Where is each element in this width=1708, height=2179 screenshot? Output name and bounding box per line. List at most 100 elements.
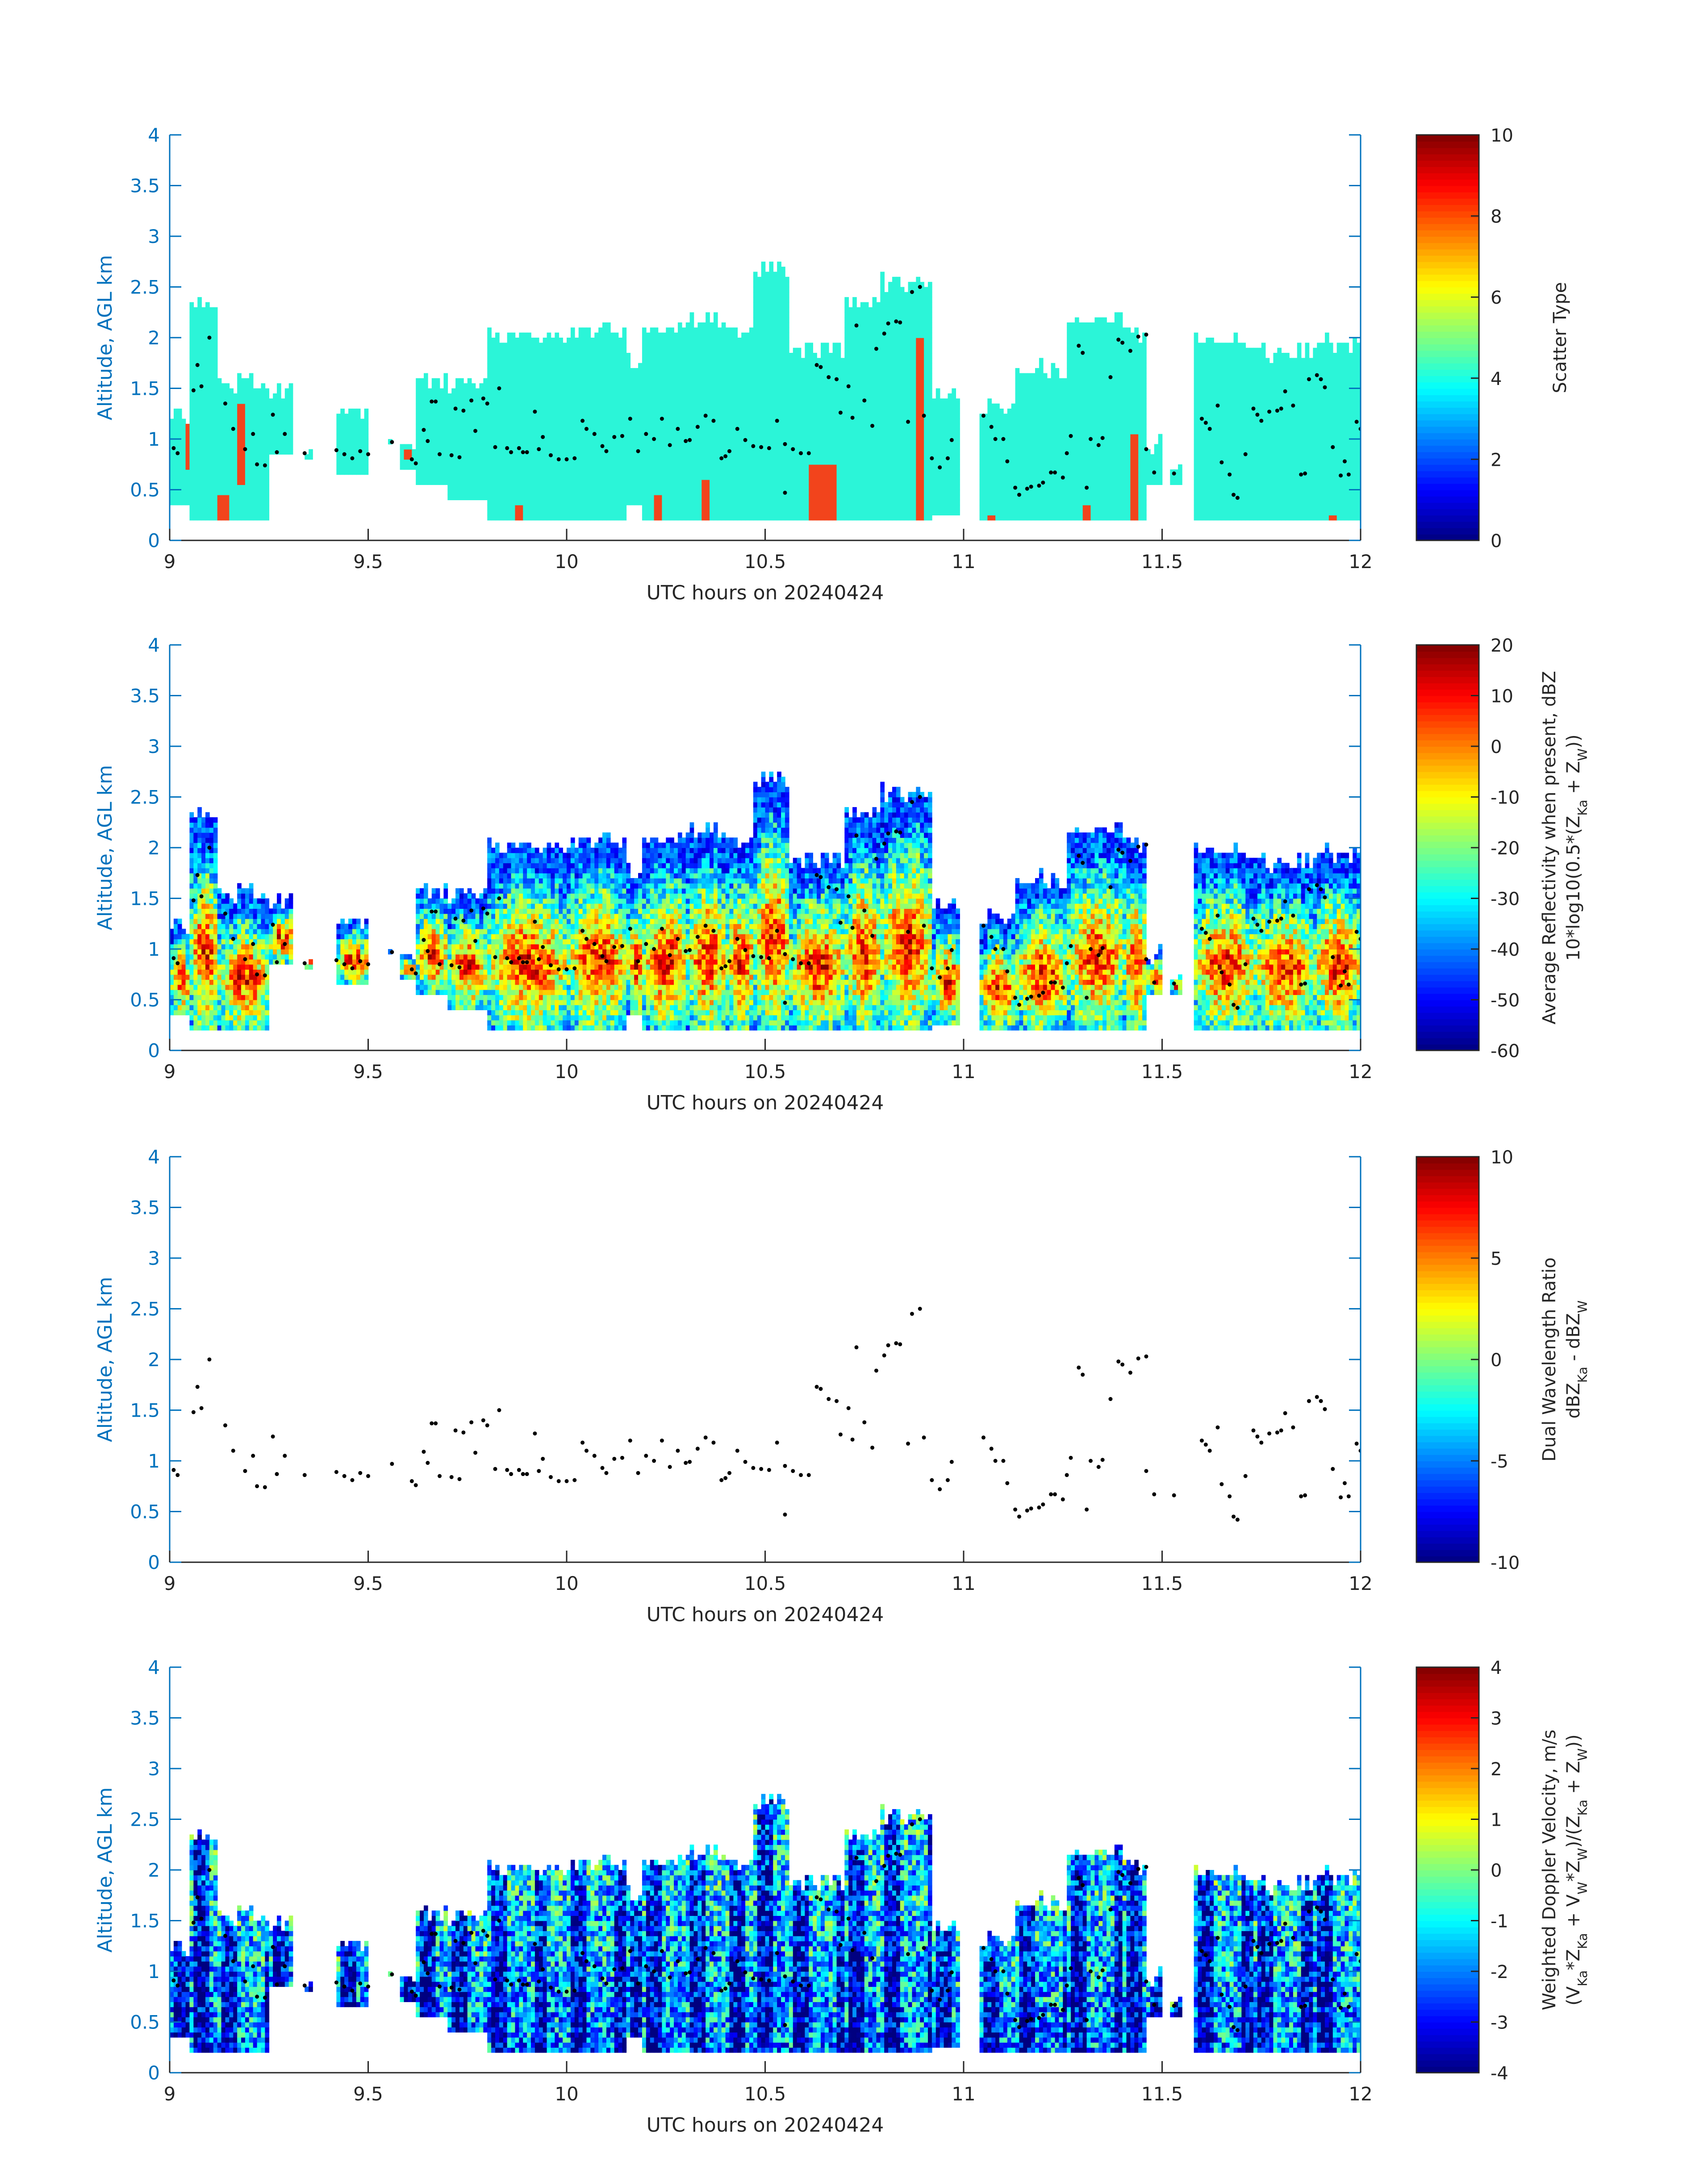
heatmap-cell xyxy=(487,373,492,378)
heatmap-cell xyxy=(189,307,194,313)
heatmap-cell xyxy=(630,474,635,480)
heatmap-cell xyxy=(186,434,190,439)
heatmap-cell xyxy=(527,378,531,384)
heatmap-cell xyxy=(447,404,452,409)
heatmap-cell xyxy=(749,424,754,429)
heatmap-cell xyxy=(749,333,754,338)
heatmap-cell xyxy=(626,459,631,464)
heatmap-cell xyxy=(844,469,849,475)
heatmap-cell xyxy=(468,434,472,439)
heatmap-cell xyxy=(805,404,809,409)
heatmap-cell xyxy=(511,510,516,515)
heatmap-cell xyxy=(726,439,730,444)
heatmap-cell xyxy=(753,419,758,424)
heatmap-cell xyxy=(749,348,754,353)
heatmap-cell xyxy=(773,495,777,500)
heatmap-cell xyxy=(864,409,869,414)
heatmap-cell xyxy=(539,464,543,470)
heatmap-cell xyxy=(225,389,230,394)
heatmap-cell xyxy=(472,444,476,449)
heatmap-cell xyxy=(710,383,714,389)
heatmap-cell xyxy=(642,409,647,414)
heatmap-cell xyxy=(586,419,591,424)
heatmap-cell xyxy=(757,419,762,424)
heatmap-cell xyxy=(571,515,575,520)
heatmap-cell xyxy=(598,373,603,378)
heatmap-cell xyxy=(614,424,619,429)
heatmap-cell xyxy=(864,353,869,358)
heatmap-cell xyxy=(594,464,599,470)
heatmap-cell xyxy=(447,495,452,500)
heatmap-cell xyxy=(829,515,833,520)
heatmap-cell xyxy=(610,358,615,363)
heatmap-cell xyxy=(765,495,770,500)
heatmap-cell xyxy=(515,378,519,384)
heatmap-cell xyxy=(769,398,773,404)
heatmap-cell xyxy=(213,439,218,444)
heatmap-cell xyxy=(848,343,853,348)
heatmap-cell xyxy=(642,343,647,348)
heatmap-cell xyxy=(777,490,781,495)
heatmap-cell xyxy=(837,383,841,389)
heatmap-cell xyxy=(519,398,523,404)
heatmap-cell xyxy=(753,292,758,297)
heatmap-cell xyxy=(583,398,587,404)
heatmap-cell xyxy=(404,464,409,470)
heatmap-cell xyxy=(697,505,702,510)
heatmap-cell xyxy=(447,398,452,404)
heatmap-cell xyxy=(785,338,789,343)
heatmap-cell xyxy=(773,307,777,313)
heatmap-cell xyxy=(666,358,670,363)
heatmap-cell xyxy=(539,495,543,500)
heatmap-cell xyxy=(706,434,710,439)
heatmap-cell xyxy=(547,383,551,389)
heatmap-cell xyxy=(622,338,626,343)
heatmap-cell xyxy=(693,348,698,353)
heatmap-cell xyxy=(702,363,706,368)
heatmap-cell xyxy=(801,464,806,470)
heatmap-cell xyxy=(265,414,269,419)
heatmap-cell xyxy=(809,439,813,444)
heatmap-cell xyxy=(726,485,730,490)
heatmap-cell xyxy=(821,378,825,384)
heatmap-cell xyxy=(213,378,218,384)
heatmap-cell xyxy=(364,409,369,414)
heatmap-cell xyxy=(761,464,766,470)
heatmap-cell xyxy=(602,414,607,419)
heatmap-cell xyxy=(781,373,785,378)
heatmap-cell xyxy=(801,485,806,490)
heatmap-cell xyxy=(813,378,817,384)
heatmap-cell xyxy=(769,434,773,439)
heatmap-cell xyxy=(193,449,198,455)
heatmap-cell xyxy=(852,500,857,505)
heatmap-cell xyxy=(678,373,682,378)
heatmap-cell xyxy=(237,459,242,464)
heatmap-cell xyxy=(468,393,472,399)
heatmap-cell xyxy=(428,434,432,439)
heatmap-cell xyxy=(221,389,226,394)
heatmap-cell xyxy=(821,404,825,409)
heatmap-cell xyxy=(801,373,806,378)
heatmap-cell xyxy=(348,444,353,449)
heatmap-cell xyxy=(571,383,575,389)
heatmap-cell xyxy=(459,389,464,394)
heatmap-cell xyxy=(733,459,738,464)
heatmap-cell xyxy=(249,459,254,464)
heatmap-cell xyxy=(551,424,555,429)
heatmap-cell xyxy=(690,353,694,358)
heatmap-cell xyxy=(848,333,853,338)
heatmap-cell xyxy=(710,368,714,373)
heatmap-cell xyxy=(547,343,551,348)
heatmap-cell xyxy=(693,439,698,444)
heatmap-cell xyxy=(237,398,242,404)
heatmap-cell xyxy=(722,515,726,520)
heatmap-cell xyxy=(670,480,674,485)
heatmap-cell xyxy=(535,439,539,444)
heatmap-cell xyxy=(590,409,595,414)
heatmap-cell xyxy=(714,515,718,520)
heatmap-cell xyxy=(765,373,770,378)
heatmap-cell xyxy=(697,383,702,389)
heatmap-cell xyxy=(761,307,766,313)
heatmap-cell xyxy=(408,464,412,470)
heatmap-cell xyxy=(221,424,226,429)
